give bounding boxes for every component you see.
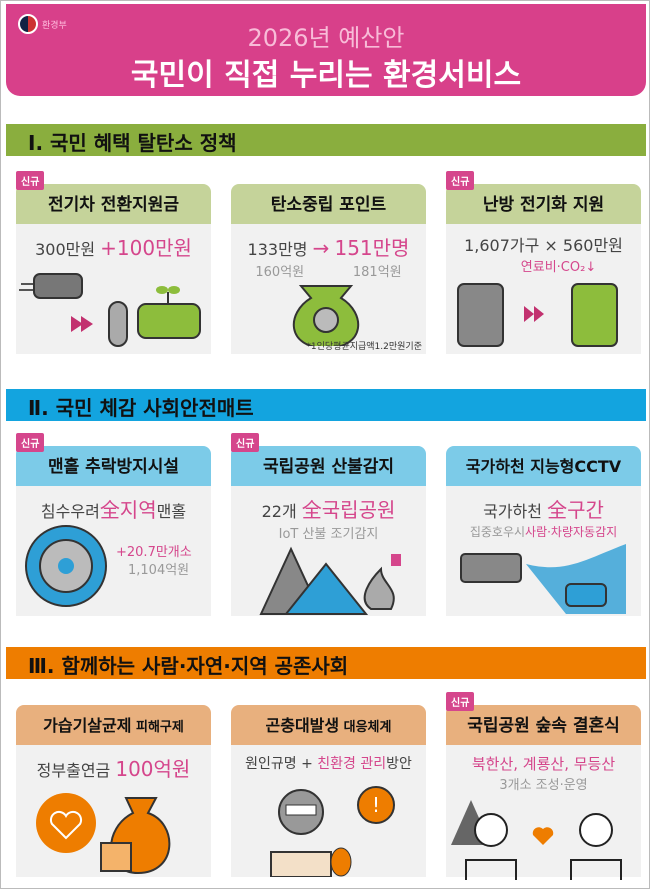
budget-before: 160억원	[255, 265, 305, 280]
card-title: 가습기살균제	[43, 716, 132, 735]
value-after: 151만명	[334, 236, 410, 260]
new-badge: 신규	[16, 171, 45, 190]
text-highlight: 全지역	[99, 498, 157, 522]
park-names: 북한산, 계룡산, 무등산	[471, 755, 616, 773]
text-a: 원인규명 +	[245, 756, 318, 772]
card-insect-response: 곤충대발생 대응체계 원인규명 + 친환경 관리방안 !	[231, 705, 426, 877]
card-carbon-points: 탄소중립 포인트 133만명 → 151만명 160억원 181억원 *1인당평균…	[231, 184, 426, 354]
ev-car-icon	[19, 273, 201, 347]
section-3-title: Ⅲ. 함께하는 사람·자연·지역 공존사회	[6, 647, 646, 679]
card-title: 탄소중립 포인트	[231, 184, 426, 224]
text-highlight: 100억원	[115, 757, 191, 781]
card-forest-wedding: 신규 국립공원 숲속 결혼식 북한산, 계룡산, 무등산 3개소 조성·운영	[446, 692, 641, 880]
text-a: 정부출연금	[36, 761, 116, 780]
tent-fire-icon	[259, 546, 401, 615]
arrow-icon: →	[312, 236, 330, 260]
benefit-text: 연료비·CO₂↓	[520, 260, 597, 275]
card-ev-subsidy: 신규 전기차 전환지원금 300만원 +100만원	[16, 171, 211, 354]
text-c: IoT 산불 조기감지	[278, 527, 379, 542]
manhole-icon	[25, 525, 107, 607]
card-title: 곤충대발생	[265, 716, 340, 735]
wedding-couple-icon	[451, 800, 622, 880]
ministry-name: 환경부	[42, 20, 67, 31]
footnote: *1인당평균지급액1.2만원기준	[306, 342, 422, 352]
heart-money-icon	[36, 793, 171, 875]
taegeuk-icon	[18, 14, 38, 34]
new-badge: 신규	[446, 692, 475, 711]
value-before: 133만명	[247, 240, 308, 259]
card-river-cctv: 국가하천 지능형CCTV 국가하천 全구간 집중호우시사람·차량자동감지	[446, 446, 641, 616]
text-highlight: 친환경 관리	[317, 756, 387, 772]
count-text: +20.7만개소	[116, 545, 192, 560]
budget-after: 181억원	[352, 265, 402, 280]
new-badge: 신규	[16, 433, 45, 452]
text-a: 국가하천	[483, 502, 548, 521]
svg-text:!: !	[372, 793, 380, 817]
text-c: 3개소 조성·운영	[499, 778, 588, 793]
value-increase: +100만원	[100, 236, 192, 260]
value-base: 300만원	[35, 240, 101, 259]
card-title: 맨홀 추락방지시설	[16, 446, 211, 486]
boiler-icon	[457, 283, 618, 347]
text-c: 맨홀	[156, 502, 187, 521]
card-heating-electrification: 신규 난방 전기화 지원 1,607가구 × 560만원 연료비·CO₂↓	[446, 171, 641, 354]
ministry-logo: 환경부	[18, 14, 67, 34]
section-2-title: Ⅱ. 국민 체감 사회안전매트	[6, 389, 646, 421]
card-title: 국가하천 지능형CCTV	[446, 446, 641, 486]
budget-text: 1,104억원	[128, 563, 190, 578]
card-wildfire-detection: 신규 국립공원 산불감지 22개 全국립공원 IoT 산불 조기감지	[231, 433, 426, 616]
text-d: 사람·차량자동감지	[525, 525, 618, 539]
card-title-suffix: 대응체계	[339, 720, 392, 735]
text-c: 방안	[386, 756, 412, 772]
card-title: 국립공원 숲속 결혼식	[446, 705, 641, 745]
card-title-suffix: 피해구제	[131, 720, 184, 735]
researcher-insect-icon: !	[270, 786, 395, 877]
header-banner: 환경부 2026년 예산안 국민이 직접 누리는 환경서비스	[6, 4, 646, 96]
page-subtitle: 2026년 예산안	[247, 24, 405, 52]
card-title: 국립공원 산불감지	[231, 446, 426, 486]
cctv-icon	[460, 544, 626, 614]
money-bag-icon	[292, 285, 360, 346]
new-badge: 신규	[446, 171, 475, 190]
section-1-title: Ⅰ. 국민 혜택 탈탄소 정책	[6, 124, 646, 156]
value-text: 1,607가구 × 560만원	[464, 236, 623, 255]
card-title: 난방 전기화 지원	[446, 184, 641, 224]
text-a: 22개	[261, 502, 302, 521]
new-badge: 신규	[231, 433, 260, 452]
card-humidifier-relief: 가습기살균제 피해구제 정부출연금 100억원	[16, 705, 211, 877]
card-manhole: 신규 맨홀 추락방지시설 침수우려全지역맨홀 +20.7만개소 1,104억원	[16, 433, 211, 616]
text-a: 침수우려	[40, 502, 100, 521]
card-title: 전기차 전환지원금	[16, 184, 211, 224]
text-highlight: 全국립공원	[301, 498, 396, 522]
text-c: 집중호우시	[469, 525, 526, 539]
page-title: 국민이 직접 누리는 환경서비스	[130, 58, 522, 93]
text-highlight: 全구간	[547, 498, 604, 522]
